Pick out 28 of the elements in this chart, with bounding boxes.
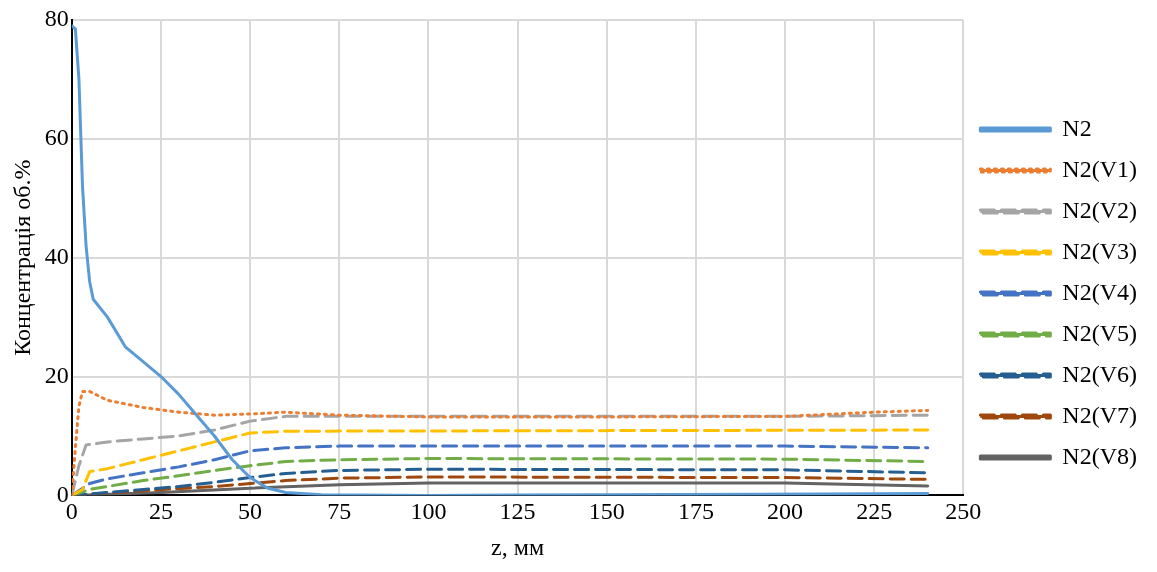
x-tick-label: 50 [238,498,263,525]
y-tick-label: 60 [44,124,69,151]
legend-label: N2 [1062,114,1092,141]
legend-label: N2(V3) [1062,237,1138,264]
legend-label: N2(V5) [1062,319,1138,346]
legend-label: N2(V8) [1062,442,1138,469]
line-series [71,389,930,496]
x-axis-title: z, мм [491,533,545,560]
x-tick-label: 150 [588,498,625,525]
legend-label: N2(V2) [1062,196,1138,223]
x-tick-label: 125 [499,498,536,525]
y-tick-label: 80 [44,5,69,32]
line-series [71,428,930,496]
line-series [71,413,930,496]
legend-label: N2(V6) [1062,360,1138,387]
x-tick-label: 100 [410,498,447,525]
legend-label: N2(V4) [1062,278,1138,305]
x-tick-label: 175 [677,498,714,525]
x-tick-label: 250 [945,498,982,525]
x-tick-label: 225 [856,498,893,525]
y-axis-title: Концентрація об.% [8,159,35,356]
y-tick-label: 20 [44,361,69,388]
x-tick-label: 200 [767,498,804,525]
legend-label: N2(V1) [1062,155,1138,182]
legend-label: N2(V7) [1062,401,1138,428]
y-tick-label: 40 [44,243,69,269]
x-tick-label: 25 [148,498,173,525]
x-tick-label: 75 [327,498,352,525]
